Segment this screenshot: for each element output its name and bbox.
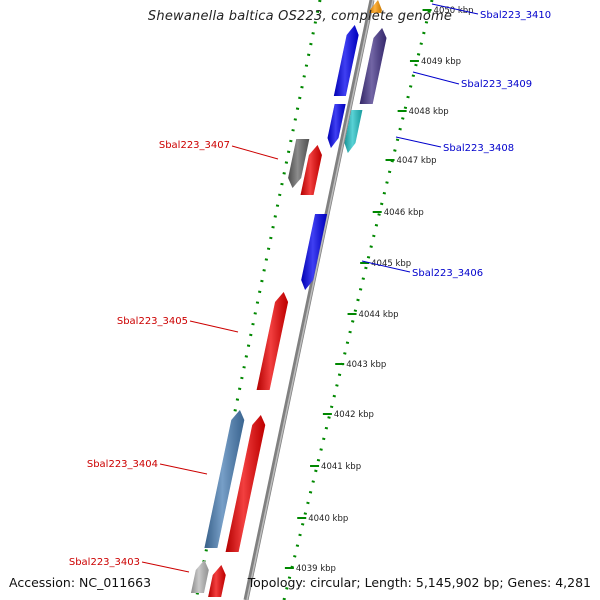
gene-label[interactable]: Sbal223_3408: [443, 143, 514, 154]
tick-label: 4044 kbp: [359, 310, 399, 320]
gene-arrow-Sbal223_3404[interactable]: [204, 410, 245, 548]
gene-arrow-minus[interactable]: [300, 145, 322, 195]
gene-label[interactable]: Sbal223_3406: [412, 268, 483, 279]
tick-label: 4041 kbp: [321, 462, 361, 472]
gene-label[interactable]: Sbal223_3405: [117, 316, 188, 327]
tick-label: 4040 kbp: [308, 514, 348, 524]
gene-arrow-plus[interactable]: [327, 104, 346, 148]
tick-label: 4039 kbp: [296, 564, 336, 574]
gene-arrow-minus[interactable]: [225, 415, 266, 552]
gene-arrow-plus[interactable]: [333, 25, 359, 96]
gene-arrow-Sbal223_3403[interactable]: [190, 560, 209, 593]
gene-arrow-Sbal223_3408[interactable]: [344, 110, 363, 153]
accession-text: Accession: NC_011663: [9, 575, 152, 590]
label-leader-line: [361, 260, 411, 273]
gene-arrow-Sbal223_3406[interactable]: [301, 214, 328, 290]
gene-label[interactable]: Sbal223_3409: [461, 79, 532, 90]
gene-arrow-Sbal223_3409[interactable]: [359, 28, 387, 104]
gene-arrow-minus[interactable]: [208, 565, 226, 597]
tick-label: 4045 kbp: [371, 259, 411, 269]
map-title: Shewanella baltica OS223, complete genom…: [147, 9, 453, 24]
label-leader-line: [431, 3, 479, 15]
tick-label: 4043 kbp: [346, 360, 386, 370]
tick-label: 4050 kbp: [434, 6, 474, 16]
gc-track-inner: [282, 0, 434, 600]
tick-label: 4046 kbp: [384, 208, 424, 218]
gene-label[interactable]: Sbal223_3407: [159, 140, 230, 151]
label-leader-line: [231, 145, 279, 160]
tick-label: 4048 kbp: [409, 107, 449, 117]
tick-label: 4042 kbp: [334, 410, 374, 420]
genome-backbone: [243, 0, 375, 600]
label-leader-line: [189, 320, 239, 333]
gene-label[interactable]: Sbal223_3410: [480, 10, 551, 21]
gene-arrow-Sbal223_3405[interactable]: [256, 292, 289, 390]
tick-label: 4049 kbp: [421, 57, 461, 67]
label-leader-line: [395, 136, 442, 148]
label-leader-line: [141, 561, 190, 573]
gene-arrow-Sbal223_3407[interactable]: [288, 139, 310, 188]
label-leader-line: [159, 463, 208, 475]
gene-label[interactable]: Sbal223_3403: [69, 557, 140, 568]
summary-text: Topology: circular; Length: 5,145,902 bp…: [247, 575, 591, 590]
tick-label: 4047 kbp: [397, 156, 437, 166]
gene-label[interactable]: Sbal223_3404: [87, 459, 158, 470]
gene-arrow-Sbal223_3410[interactable]: [369, 0, 382, 13]
label-leader-line: [412, 71, 460, 85]
